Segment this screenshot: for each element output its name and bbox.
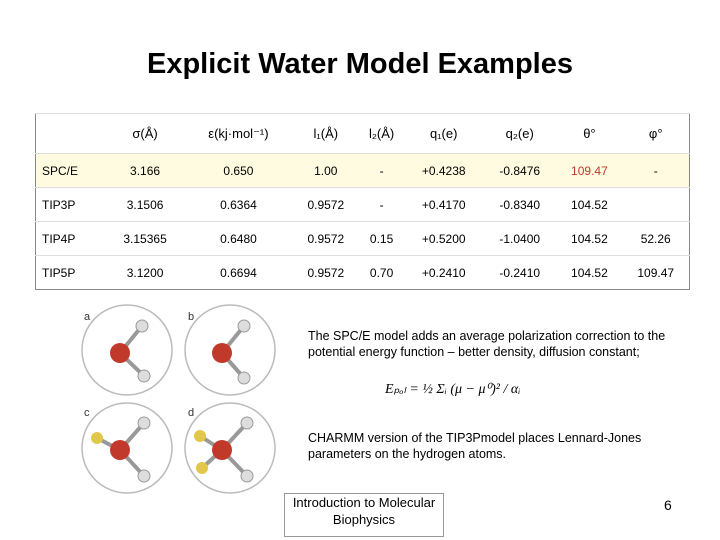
- header-cell: φ°: [622, 113, 690, 154]
- cell: -0.8476: [483, 153, 557, 188]
- table: σ(Å) ε(kj·mol⁻¹) l₁(Å) l₂(Å) q₁(e) q₂(e) θ° φ° S…: [35, 113, 690, 290]
- cell: +0.4238: [404, 153, 484, 188]
- cell: 0.9572: [292, 221, 359, 256]
- cell: 0.650: [184, 153, 293, 188]
- cell: 3.1200: [106, 255, 185, 290]
- figure-label: d: [188, 407, 194, 419]
- cell: 109.47: [556, 153, 623, 188]
- header-cell: q₁(e): [404, 113, 484, 154]
- equation: Eₚₒₗ = ½ Σᵢ (μ − μ⁰)² / αᵢ: [385, 382, 521, 397]
- cell: 104.52: [556, 187, 623, 222]
- paragraph: CHARMM version of the TIP3Pmodel places …: [308, 431, 642, 461]
- footer: Introduction to Molecular Biophysics: [284, 493, 444, 537]
- row-label: TIP5P: [35, 255, 106, 290]
- header-cell: θ°: [556, 113, 623, 154]
- header-cell: σ(Å): [106, 113, 185, 154]
- cell: 3.15365: [106, 221, 185, 256]
- cell: 0.6480: [184, 221, 293, 256]
- figure-label: b: [188, 311, 194, 323]
- cell: -: [622, 153, 690, 188]
- header-cell: ε(kj·mol⁻¹): [184, 113, 293, 154]
- cell: -: [358, 187, 405, 222]
- cell: 0.6364: [184, 187, 293, 222]
- cell: 104.52: [556, 221, 623, 256]
- cell: +0.2410: [404, 255, 484, 290]
- cell: 0.6694: [184, 255, 293, 290]
- cell: 1.00: [292, 153, 359, 188]
- cell: 109.47: [622, 255, 690, 290]
- cell: 52.26: [622, 221, 690, 256]
- cell: 3.1506: [106, 187, 185, 222]
- corner-cell: [35, 113, 106, 154]
- molecule-figure: a b c d: [81, 304, 276, 494]
- figure-label: a: [84, 311, 91, 323]
- header-cell: l₁(Å): [292, 113, 359, 154]
- paragraph: The SPC/E model adds an average polariza…: [308, 329, 666, 359]
- figure-label: c: [84, 407, 90, 419]
- cell: 0.15: [358, 221, 405, 256]
- cell: 0.70: [358, 255, 405, 290]
- header-cell: l₂(Å): [358, 113, 405, 154]
- cell: -: [358, 153, 405, 188]
- cell: 3.166: [106, 153, 185, 188]
- cell: -1.0400: [483, 221, 557, 256]
- cell: 104.52: [556, 255, 623, 290]
- table-row: SPC/E 3.166 0.650 1.00- +0.4238 -0.8476 109.47…: [35, 153, 690, 188]
- cell: +0.4170: [404, 187, 484, 222]
- header-row: σ(Å) ε(kj·mol⁻¹) l₁(Å) l₂(Å) q₁(e) q₂(e) θ° φ°: [35, 113, 690, 154]
- cell: [622, 187, 690, 222]
- table-row: TIP3P 3.1506 0.6364 0.9572- +0.4170 -0.8340 10…: [35, 187, 690, 222]
- row-label: TIP4P: [35, 221, 106, 256]
- table-row: TIP4P 3.15365 0.6480 0.9572 0.15 +0.5200 -1.04…: [35, 221, 690, 256]
- cell: 0.9572: [292, 255, 359, 290]
- cell: -0.8340: [483, 187, 557, 222]
- cell: 0.9572: [292, 187, 359, 222]
- row-label: TIP3P: [35, 187, 106, 222]
- header-cell: q₂(e): [483, 113, 557, 154]
- cell: +0.5200: [404, 221, 484, 256]
- page-number: 6: [664, 497, 672, 513]
- cell: -0.2410: [483, 255, 557, 290]
- table-row: TIP5P 3.1200 0.6694 0.9572 0.70 +0.2410 -0.241…: [35, 255, 690, 290]
- title: Explicit Water Model Examples: [147, 48, 573, 80]
- row-label: SPC/E: [35, 153, 106, 188]
